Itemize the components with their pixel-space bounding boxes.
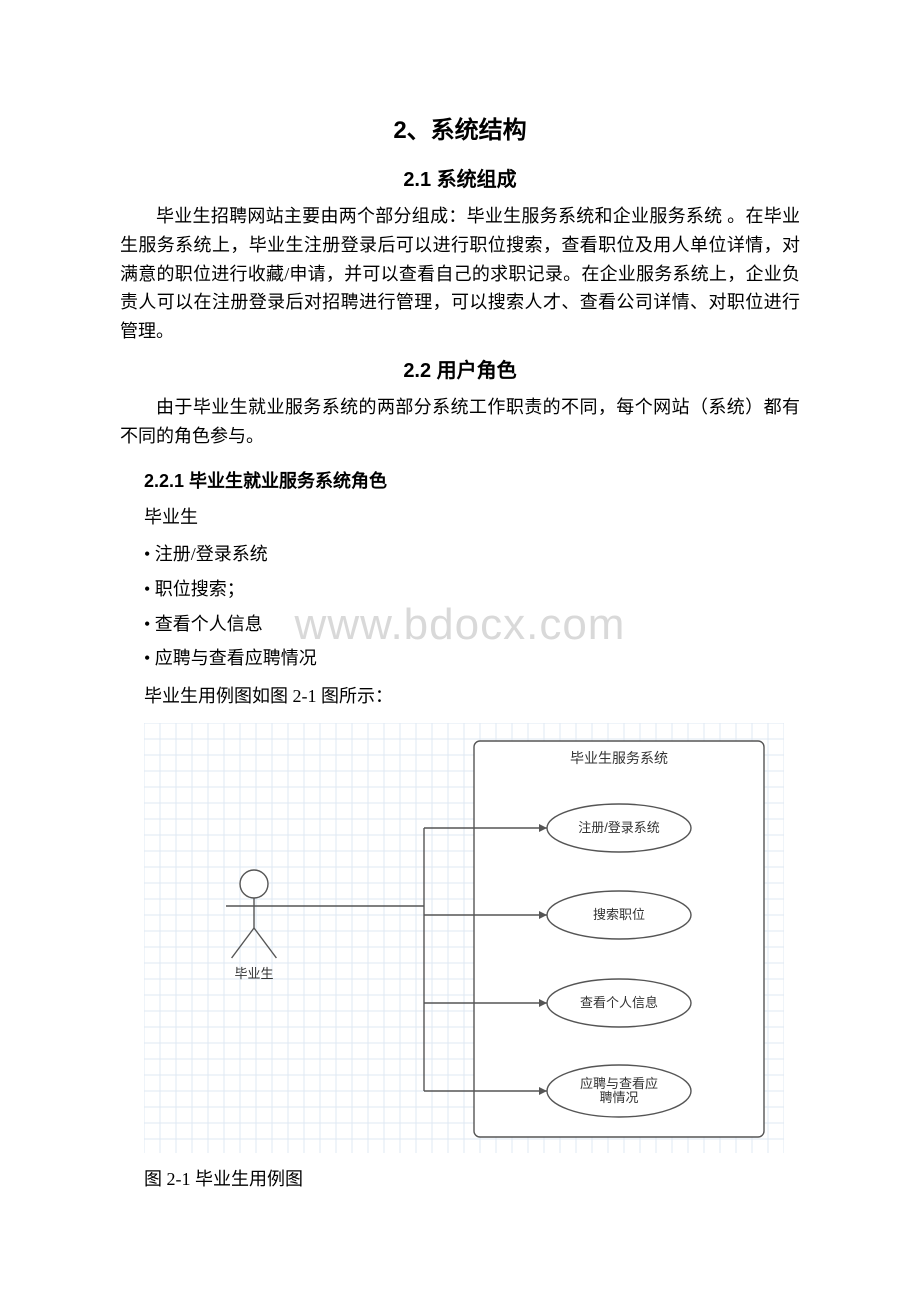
usecase-svg: 毕业生服务系统注册/登录系统搜索职位查看个人信息应聘与查看应聘情况 毕业生 — [144, 723, 784, 1153]
svg-text:搜索职位: 搜索职位 — [593, 907, 645, 922]
document-page: 2、系统结构 2.1 系统组成 毕业生招聘网站主要由两个部分组成：毕业生服务系统… — [0, 0, 920, 1251]
chapter-title: 2、系统结构 — [120, 110, 800, 145]
bullet-item: • 应聘与查看应聘情况 — [144, 643, 800, 674]
section-2-2-1-heading: 2.2.1 毕业生就业服务系统角色 — [144, 467, 800, 493]
section-2-1-paragraph: 毕业生招聘网站主要由两个部分组成：毕业生服务系统和企业服务系统 。在毕业生服务系… — [120, 202, 800, 346]
figure-caption: 图 2-1 毕业生用例图 — [144, 1165, 800, 1191]
svg-text:毕业生服务系统: 毕业生服务系统 — [570, 750, 668, 766]
svg-text:应聘与查看应: 应聘与查看应 — [580, 1076, 658, 1091]
section-2-1-heading: 2.1 系统组成 — [120, 163, 800, 192]
role-label: 毕业生 — [144, 503, 800, 532]
bullet-item: • 查看个人信息 — [144, 609, 800, 640]
svg-text:注册/登录系统: 注册/登录系统 — [578, 820, 660, 835]
section-2-2-paragraph: 由于毕业生就业服务系统的两部分系统工作职责的不同，每个网站（系统）都有不同的角色… — [120, 393, 800, 451]
svg-text:毕业生: 毕业生 — [234, 966, 273, 981]
section-2-2-heading: 2.2 用户角色 — [120, 354, 800, 383]
bullet-item: • 职位搜索； — [144, 574, 800, 605]
svg-text:聘情况: 聘情况 — [599, 1090, 638, 1105]
svg-text:查看个人信息: 查看个人信息 — [580, 995, 658, 1010]
bullet-item: • 注册/登录系统 — [144, 539, 800, 570]
usecase-diagram: 毕业生服务系统注册/登录系统搜索职位查看个人信息应聘与查看应聘情况 毕业生 — [144, 723, 800, 1153]
figure-intro: 毕业生用例图如图 2-1 图所示： — [144, 682, 800, 711]
